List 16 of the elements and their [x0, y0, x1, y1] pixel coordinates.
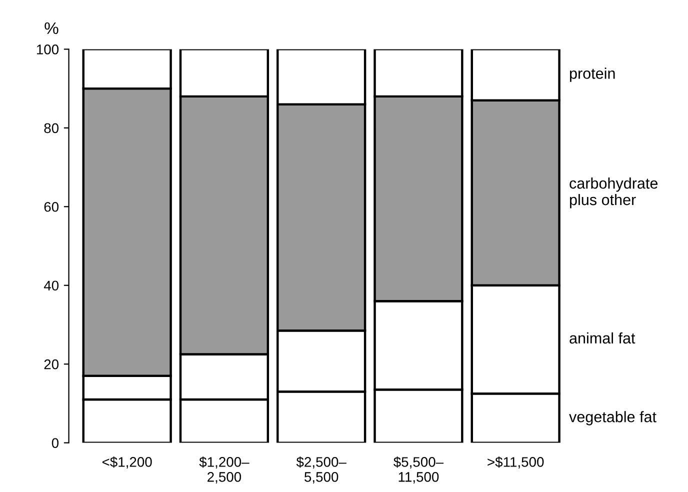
- series-label: protein: [570, 68, 615, 82]
- x-tick-label: $2,500– 5,500: [296, 456, 346, 484]
- x-tick-label: $1,200– 2,500: [199, 456, 250, 484]
- y-tick-label: 80: [44, 123, 59, 134]
- y-tick-label: 40: [44, 280, 59, 291]
- series-label: animal fat: [570, 332, 636, 344]
- y-tick-label: 20: [44, 359, 59, 370]
- x-tick-label: $5,500– 11,500: [394, 456, 444, 484]
- series-label: vegetable fat: [569, 411, 656, 426]
- y-tick-label: 100: [36, 44, 59, 54]
- y-tick-label: 60: [44, 202, 59, 212]
- x-tick-label: <$1,200: [102, 456, 152, 469]
- y-tick-label: 0: [52, 438, 59, 448]
- y-axis-title: %: [44, 22, 58, 34]
- x-tick-label: >$11,500: [488, 456, 544, 469]
- series-label: carbohydrate plus other: [570, 178, 658, 208]
